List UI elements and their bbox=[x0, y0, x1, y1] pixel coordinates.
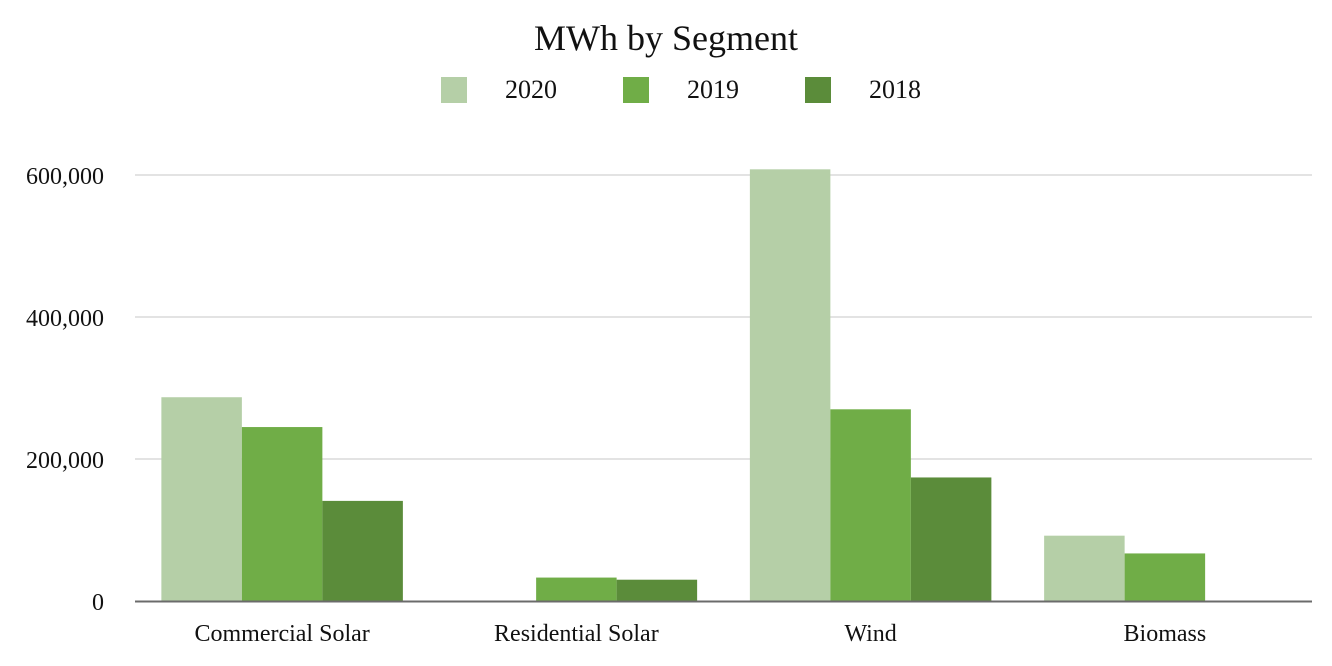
chart-title: MWh by Segment bbox=[534, 18, 798, 58]
bar-residential-solar-2019 bbox=[536, 577, 617, 601]
bar-wind-2019 bbox=[830, 409, 911, 601]
legend-label-2019: 2019 bbox=[687, 75, 739, 104]
legend: 2020 2019 2018 bbox=[0, 74, 1332, 106]
y-tick-label-200-000: 200,000 bbox=[26, 448, 104, 474]
legend-label-2018: 2018 bbox=[869, 75, 921, 104]
bar-commercial-solar-2019 bbox=[241, 427, 323, 601]
y-tick-label-400-000: 400,000 bbox=[26, 306, 104, 332]
gridlines bbox=[135, 174, 1312, 460]
legend-swatch-2018 bbox=[805, 77, 831, 103]
bar-wind-2018 bbox=[910, 477, 992, 601]
x-tick-label-biomass: Biomass bbox=[1124, 621, 1207, 647]
bar-commercial-solar-2020 bbox=[161, 397, 242, 601]
bars bbox=[161, 169, 1206, 601]
bar-biomass-2020 bbox=[1044, 535, 1125, 601]
bar-wind-2020 bbox=[749, 169, 831, 601]
bar-residential-solar-2018 bbox=[616, 579, 698, 601]
legend-swatch-2020 bbox=[441, 77, 467, 103]
y-tick-label-600-000: 600,000 bbox=[26, 164, 104, 190]
legend-label-2020: 2020 bbox=[505, 75, 557, 104]
y-tick-label-0: 0 bbox=[92, 590, 104, 616]
x-axis-labels: Commercial Solar Residential Solar Wind Bio… bbox=[194, 621, 1206, 647]
x-tick-label-commercial-solar: Commercial Solar bbox=[194, 621, 369, 647]
y-axis-ticks: 0 200,000 400,000 600,000 bbox=[26, 164, 104, 616]
bar-commercial-solar-2018 bbox=[322, 500, 403, 601]
legend-swatch-2019 bbox=[623, 77, 649, 103]
bar-biomass-2019 bbox=[1124, 553, 1206, 601]
x-tick-label-residential-solar: Residential Solar bbox=[494, 621, 659, 647]
x-tick-label-wind: Wind bbox=[844, 621, 896, 647]
